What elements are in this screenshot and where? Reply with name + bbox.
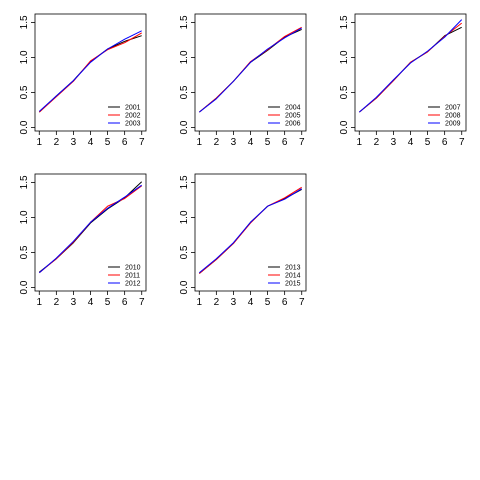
x-tick-label: 2 <box>374 137 380 148</box>
x-tick-label: 2 <box>214 137 220 148</box>
x-tick-label: 5 <box>425 137 431 148</box>
y-tick-label: 1.0 <box>179 210 190 224</box>
y-tick-label: 0.0 <box>19 120 30 134</box>
y-tick-label: 1.0 <box>339 50 350 64</box>
x-tick-label: 7 <box>299 297 305 308</box>
series-line-2005 <box>198 26 302 113</box>
y-tick-label: 0.5 <box>179 85 190 99</box>
x-tick-label: 6 <box>122 297 128 308</box>
y-tick-label: 1.0 <box>19 50 30 64</box>
series-line-2010 <box>38 181 143 273</box>
x-tick-label: 1 <box>36 297 42 308</box>
y-tick-label: 0.5 <box>339 85 350 99</box>
x-tick-label: 3 <box>231 297 237 308</box>
x-tick-label: 4 <box>88 297 94 308</box>
x-tick-label: 4 <box>88 137 94 148</box>
y-tick-label: 1.5 <box>19 175 30 189</box>
series-line-2002 <box>38 32 142 113</box>
x-tick-label: 6 <box>282 297 288 308</box>
x-tick-label: 6 <box>282 137 288 148</box>
x-tick-label: 2 <box>54 297 60 308</box>
x-tick-label: 7 <box>299 137 305 148</box>
x-tick-label: 1 <box>356 137 362 148</box>
x-tick-label: 4 <box>248 297 254 308</box>
series-line-2015 <box>198 188 302 274</box>
legend-label: 2006 <box>285 121 301 128</box>
legend-label: 2004 <box>285 105 301 112</box>
x-tick-label: 5 <box>105 137 111 148</box>
y-tick-label: 0.0 <box>179 120 190 134</box>
legend-label: 2013 <box>285 265 301 272</box>
legend-label: 2007 <box>445 105 461 112</box>
y-tick-label: 0.0 <box>179 280 190 294</box>
legend-label: 2012 <box>125 281 141 288</box>
x-tick-label: 1 <box>196 137 202 148</box>
legend-label: 2008 <box>445 113 461 120</box>
x-tick-label: 7 <box>459 137 465 148</box>
x-tick-label: 2 <box>54 137 60 148</box>
x-tick-label: 5 <box>105 297 111 308</box>
x-tick-label: 6 <box>442 137 448 148</box>
series-line-2003 <box>38 30 142 112</box>
x-tick-label: 3 <box>231 137 237 148</box>
y-tick-label: 0.0 <box>339 120 350 134</box>
x-tick-label: 4 <box>248 137 254 148</box>
y-tick-label: 1.5 <box>179 15 190 29</box>
series-line-2006 <box>198 27 302 113</box>
legend-label: 2002 <box>125 113 141 120</box>
x-tick-label: 5 <box>265 297 271 308</box>
series-line-2009 <box>358 19 463 113</box>
y-tick-label: 0.5 <box>179 245 190 259</box>
legend-label: 2010 <box>125 265 141 272</box>
legend-label: 2005 <box>285 113 301 120</box>
x-tick-label: 1 <box>196 297 202 308</box>
x-tick-label: 6 <box>122 137 128 148</box>
y-tick-label: 1.5 <box>179 175 190 189</box>
x-tick-label: 4 <box>408 137 414 148</box>
y-tick-label: 1.0 <box>179 50 190 64</box>
legend-label: 2015 <box>285 281 301 288</box>
y-tick-label: 0.5 <box>19 85 30 99</box>
x-tick-label: 1 <box>36 137 42 148</box>
x-tick-label: 3 <box>71 137 77 148</box>
legend-label: 2014 <box>285 273 301 280</box>
legend-label: 2011 <box>125 273 140 280</box>
legend-label: 2001 <box>125 105 141 112</box>
y-tick-label: 1.5 <box>339 15 350 29</box>
series-line-2012 <box>38 184 142 274</box>
x-tick-label: 2 <box>214 297 220 308</box>
x-tick-label: 3 <box>391 137 397 148</box>
y-tick-label: 0.0 <box>19 280 30 294</box>
x-tick-label: 5 <box>265 137 271 148</box>
x-tick-label: 3 <box>71 297 77 308</box>
x-tick-label: 7 <box>139 137 145 148</box>
y-tick-label: 1.5 <box>19 15 30 29</box>
x-tick-label: 7 <box>139 297 145 308</box>
series-line-2001 <box>38 35 142 113</box>
y-tick-label: 0.5 <box>19 245 30 259</box>
legend-label: 2009 <box>445 121 461 128</box>
legend-label: 2003 <box>125 121 141 128</box>
y-tick-label: 1.0 <box>19 210 30 224</box>
